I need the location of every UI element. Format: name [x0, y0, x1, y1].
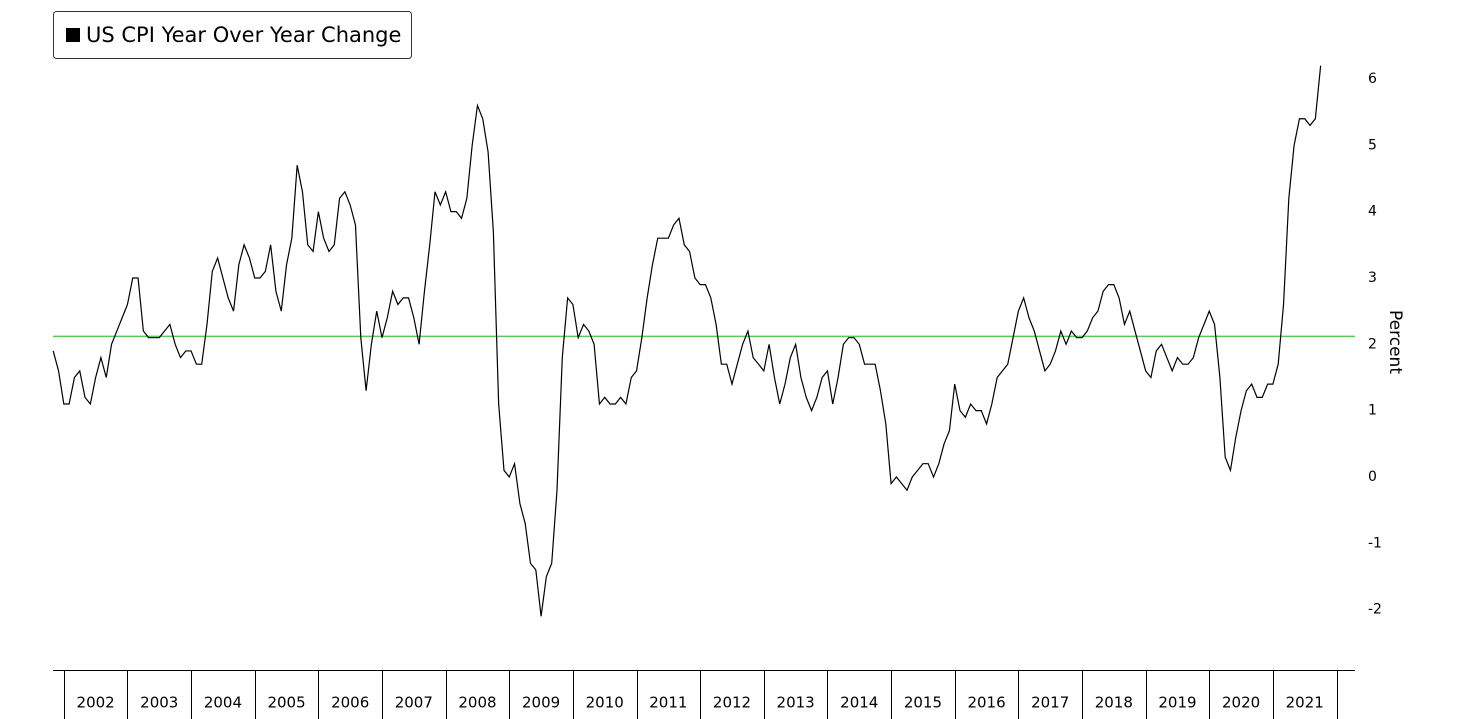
- x-tick-label: 2006: [331, 694, 369, 712]
- y-tick-label: 5: [1368, 137, 1377, 153]
- x-tick-label: 2003: [140, 694, 178, 712]
- y-tick-label: -2: [1368, 602, 1382, 618]
- y-tick-label: 0: [1368, 469, 1377, 485]
- x-tick-label: 2017: [1031, 694, 1069, 712]
- x-tick-label: 2009: [522, 694, 560, 712]
- legend-label: US CPI Year Over Year Change: [86, 23, 401, 47]
- x-tick-label: 2015: [904, 694, 942, 712]
- y-tick-label: 4: [1368, 204, 1377, 220]
- x-tick-label: 2013: [777, 694, 815, 712]
- y-tick-label: 3: [1368, 270, 1377, 286]
- x-tick-label: 2002: [77, 694, 115, 712]
- x-tick-label: 2007: [395, 694, 433, 712]
- y-tick-label: 6: [1368, 71, 1377, 87]
- y-tick-label: 1: [1368, 403, 1377, 419]
- x-tick-label: 2016: [967, 694, 1005, 712]
- x-tick-label: 2005: [267, 694, 305, 712]
- x-tick-label: 2021: [1286, 694, 1324, 712]
- x-tick-label: 2018: [1095, 694, 1133, 712]
- x-tick-label: 2014: [840, 694, 878, 712]
- x-tick-label: 2008: [458, 694, 496, 712]
- x-tick-label: 2020: [1222, 694, 1260, 712]
- data-line: [52, 65, 1322, 617]
- x-tick-label: 2010: [586, 694, 624, 712]
- x-tick-label: 2012: [713, 694, 751, 712]
- y-tick-label: -1: [1368, 535, 1382, 551]
- y-tick-label: 2: [1368, 336, 1377, 352]
- legend-box: [53, 11, 412, 59]
- x-tick-label: 2011: [649, 694, 687, 712]
- x-tick-label: 2004: [204, 694, 242, 712]
- y-axis-label: Percent: [1385, 310, 1405, 374]
- x-tick-label: 2019: [1158, 694, 1196, 712]
- legend-swatch: [66, 28, 80, 42]
